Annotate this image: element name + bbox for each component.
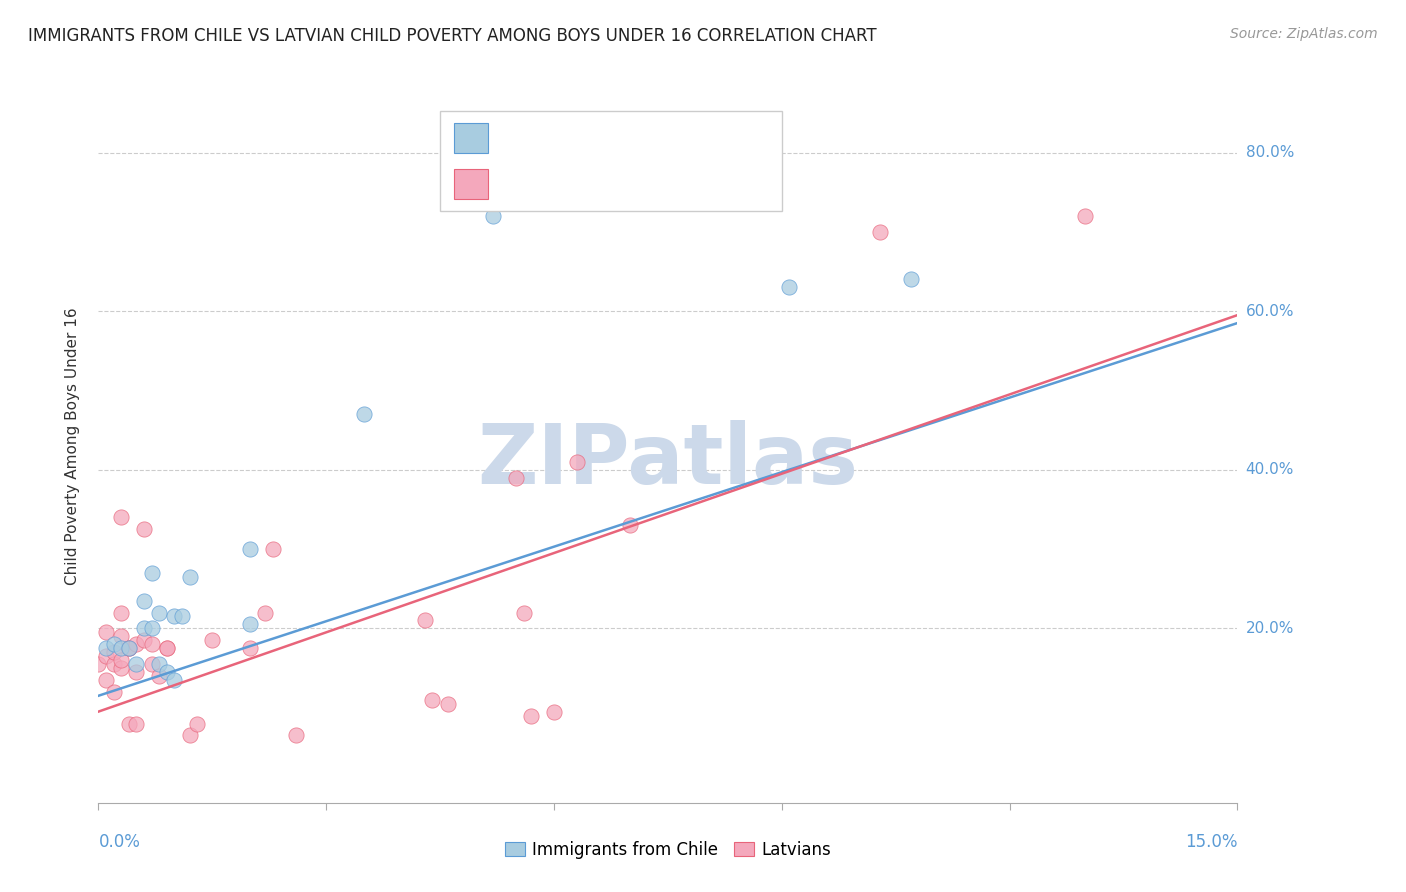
Point: [118, 641, 141, 656]
Point: [125, 637, 148, 651]
Point: [118, 641, 141, 656]
Point: [125, 716, 148, 731]
Point: [170, 609, 193, 624]
Point: [125, 657, 148, 671]
Point: [201, 633, 224, 648]
Point: [353, 407, 375, 421]
Point: [132, 593, 155, 607]
Point: [163, 609, 186, 624]
Text: 20.0%: 20.0%: [1246, 621, 1294, 636]
Point: [186, 716, 208, 731]
Text: 15.0%: 15.0%: [1185, 833, 1237, 851]
Point: [141, 657, 163, 671]
Point: [156, 641, 179, 656]
Point: [110, 641, 132, 656]
Point: [132, 633, 155, 648]
Point: [125, 665, 148, 679]
Point: [543, 705, 565, 719]
Point: [103, 645, 125, 659]
Text: IMMIGRANTS FROM CHILE VS LATVIAN CHILD POVERTY AMONG BOYS UNDER 16 CORRELATION C: IMMIGRANTS FROM CHILE VS LATVIAN CHILD P…: [28, 27, 877, 45]
Point: [110, 629, 132, 643]
Point: [520, 708, 543, 723]
Point: [94, 625, 117, 640]
Point: [103, 685, 125, 699]
Point: [110, 510, 132, 524]
Point: [565, 455, 588, 469]
Point: [239, 617, 262, 632]
Point: [179, 570, 201, 584]
Point: [505, 471, 527, 485]
Point: [436, 697, 458, 711]
Point: [512, 606, 534, 620]
Point: [118, 641, 141, 656]
Point: [132, 522, 155, 536]
Point: [110, 606, 132, 620]
Point: [141, 566, 163, 580]
Point: [94, 649, 117, 664]
Text: 60.0%: 60.0%: [1246, 303, 1294, 318]
Point: [1074, 209, 1097, 223]
Point: [141, 637, 163, 651]
Point: [94, 673, 117, 687]
Y-axis label: Child Poverty Among Boys Under 16: Child Poverty Among Boys Under 16: [65, 307, 80, 585]
Point: [156, 665, 179, 679]
Text: 0.0%: 0.0%: [98, 833, 141, 851]
Point: [110, 653, 132, 667]
Point: [619, 518, 641, 533]
Point: [900, 272, 922, 286]
Point: [148, 606, 170, 620]
Point: [132, 621, 155, 635]
Point: [482, 209, 505, 223]
Point: [422, 692, 444, 706]
Point: [141, 621, 163, 635]
Point: [254, 606, 277, 620]
Point: [118, 716, 141, 731]
Point: [87, 657, 110, 671]
Point: [262, 542, 284, 557]
Text: Source: ZipAtlas.com: Source: ZipAtlas.com: [1230, 27, 1378, 41]
Text: ZIPatlas: ZIPatlas: [478, 420, 858, 500]
Text: 80.0%: 80.0%: [1246, 145, 1294, 161]
Point: [103, 637, 125, 651]
Point: [869, 225, 891, 239]
Legend: Immigrants from Chile, Latvians: Immigrants from Chile, Latvians: [498, 835, 838, 866]
Point: [148, 669, 170, 683]
Point: [110, 661, 132, 675]
Point: [148, 657, 170, 671]
Point: [778, 280, 800, 294]
Point: [239, 542, 262, 557]
Point: [179, 728, 201, 742]
Point: [94, 641, 117, 656]
Point: [156, 641, 179, 656]
Point: [103, 657, 125, 671]
Text: 40.0%: 40.0%: [1246, 462, 1294, 477]
Point: [239, 641, 262, 656]
Point: [284, 728, 307, 742]
Point: [163, 673, 186, 687]
Point: [413, 614, 436, 628]
